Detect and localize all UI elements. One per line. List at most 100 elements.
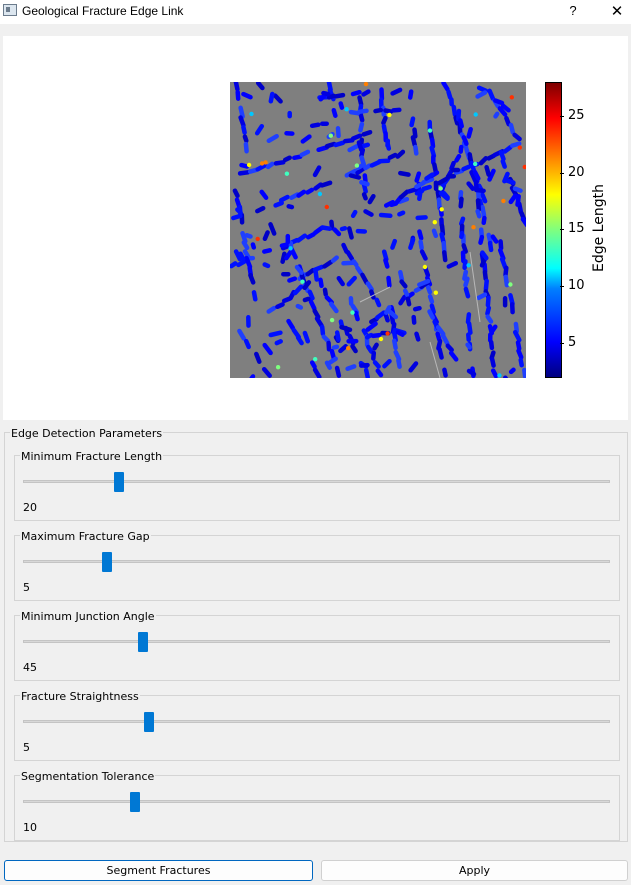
fracture-edge-segment (508, 122, 516, 135)
segmentation-tolerance-track[interactable] (23, 800, 610, 803)
min-fracture-length-track[interactable] (23, 480, 610, 483)
fracture-edge-segment (347, 226, 354, 240)
fracture-edge-segment (435, 325, 446, 337)
fracture-edge-segment (490, 234, 499, 244)
fracture-edge-segment (369, 316, 379, 325)
fracture-edge-segment (344, 168, 358, 178)
fracture-edge-segment (241, 240, 250, 251)
fracture-edge-segment (353, 310, 360, 322)
fracture-edge-highlight (344, 107, 349, 112)
fracture-edge-segment (240, 230, 248, 244)
fracture-edge-segment (412, 305, 422, 312)
close-icon[interactable]: ✕ (610, 2, 624, 20)
fracture-edge-segment (305, 232, 316, 240)
fracture-edge-highlight (363, 82, 369, 87)
fracture-edge-segment (398, 294, 407, 306)
fracture-edge-highlight (433, 290, 438, 295)
fracture-edge-segment (449, 160, 456, 171)
fracture-edge-highlight (284, 171, 290, 176)
fracture-edge-segment (402, 288, 410, 297)
fracture-straightness-handle[interactable] (143, 712, 154, 732)
fracture-edge-segment (441, 82, 450, 92)
fracture-edge-segment (421, 184, 432, 192)
fracture-edge-segment (414, 171, 422, 183)
fracture-edge-segment (485, 295, 491, 308)
max-fracture-gap-handle[interactable] (101, 552, 112, 572)
fracture-edge-segment (300, 134, 312, 144)
fracture-edge-segment (339, 324, 353, 333)
fracture-edge-segment (425, 284, 433, 295)
fracture-edge-segment (503, 265, 509, 278)
title-bar: Geological Fracture Edge Link ? ✕ (0, 0, 631, 24)
fracture-edge-segment (446, 89, 453, 100)
fracture-edge-segment (419, 249, 428, 261)
fracture-edge-segment (418, 239, 424, 251)
fracture-edge-segment (383, 312, 390, 323)
segment-fractures-button[interactable]: Segment Fractures (4, 860, 313, 881)
fracture-edge-segment (244, 232, 253, 239)
fracture-edge-segment (314, 316, 324, 328)
fracture-edge-segment (445, 343, 454, 353)
min-junction-angle-track[interactable] (23, 640, 610, 643)
background-trace (359, 286, 391, 303)
fracture-edge-segment (333, 140, 346, 148)
fracture-edge-segment (485, 305, 492, 316)
fracture-edge-highlight (378, 336, 384, 342)
fracture-edge-segment (472, 169, 481, 181)
fracture-edge-segment (348, 173, 362, 180)
fracture-edge-segment (367, 193, 376, 205)
fracture-straightness-track[interactable] (23, 720, 610, 723)
fracture-edge-segment (489, 357, 496, 368)
apply-button[interactable]: Apply (321, 860, 628, 881)
fracture-edge-segment (230, 261, 238, 269)
fracture-edge-segment (384, 305, 392, 315)
fracture-edge-segment (487, 240, 494, 253)
fracture-edge-segment (360, 272, 369, 286)
fracture-edge-segment (268, 91, 275, 104)
fracture-edge-highlight (300, 279, 305, 284)
fracture-edge-segment (273, 160, 286, 166)
fracture-edge-segment (295, 233, 308, 243)
fracture-edge-segment (326, 93, 337, 100)
fracture-edge-segment (498, 239, 504, 251)
fracture-edge-segment (410, 135, 417, 148)
fracture-edge-segment (436, 197, 442, 211)
background-trace (469, 251, 481, 323)
fracture-edge-segment (241, 91, 253, 100)
fracture-edge-segment (262, 342, 273, 356)
fracture-edge-segment (320, 225, 332, 231)
fracture-edge-segment (390, 87, 403, 96)
fracture-edge-segment (334, 330, 341, 342)
fracture-edge-segment (328, 301, 339, 314)
help-button[interactable]: ? (569, 3, 577, 18)
fracture-edge-segment (261, 366, 272, 378)
fracture-edge-segment (512, 186, 523, 193)
fracture-edge-segment (407, 89, 414, 100)
fracture-edge-segment (487, 88, 496, 101)
colorbar (545, 82, 562, 378)
fracture-edge-segment (250, 242, 257, 250)
fracture-edge-segment (295, 335, 304, 346)
fracture-edge-segment (361, 192, 368, 201)
group-title: Edge Detection Parameters (10, 427, 164, 440)
fracture-edge-segment (480, 204, 487, 218)
fracture-edge-segment (361, 89, 371, 97)
fracture-edge-segment (446, 260, 459, 269)
fracture-edge-highlight (439, 207, 444, 212)
fracture-edge-segment (262, 262, 271, 269)
fracture-edge-segment (503, 274, 510, 288)
fracture-edge-segment (374, 297, 382, 308)
segmentation-tolerance-handle[interactable] (129, 792, 140, 812)
fracture-edge-highlight (275, 365, 281, 370)
min-fracture-length-handle[interactable] (113, 472, 124, 492)
fracture-edge-segment (395, 149, 406, 159)
fracture-edge-segment (359, 362, 370, 368)
fracture-edge-segment (373, 107, 384, 114)
max-fracture-gap-track[interactable] (23, 560, 610, 563)
fracture-edge-segment (363, 367, 370, 378)
min-junction-angle-handle[interactable] (137, 632, 148, 652)
fracture-edge-segment (345, 364, 357, 371)
fracture-edge-segment (232, 188, 240, 199)
fracture-edge-segment (398, 170, 411, 177)
fracture-edge-segment (386, 275, 392, 288)
